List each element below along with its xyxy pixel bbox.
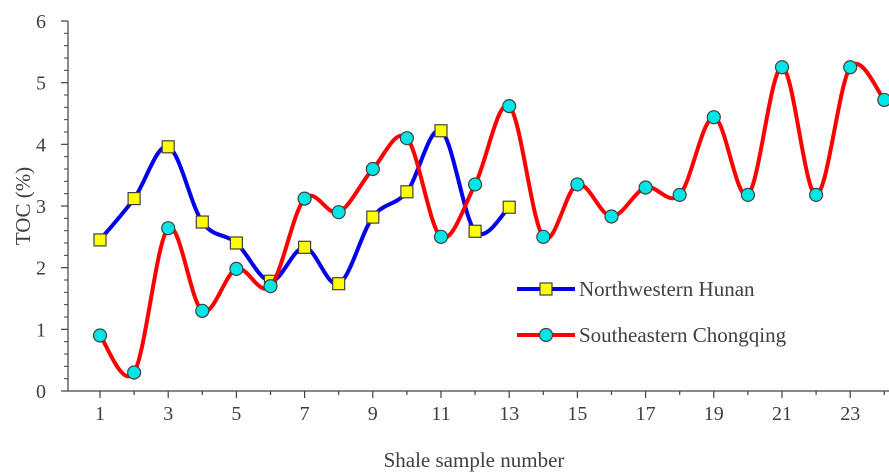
data-point (229, 261, 244, 276)
data-point (502, 98, 517, 114)
data-point (433, 229, 449, 244)
data-point (706, 110, 721, 125)
x-axis-ticks: 1 3 5 7 9 11 13 15 17 19 21 23 (95, 391, 885, 425)
data-point (263, 279, 278, 294)
series-layer (92, 60, 889, 380)
y-tick-label: 2 (36, 258, 46, 280)
data-point (298, 240, 312, 254)
x-tick-label: 1 (95, 403, 105, 425)
data-point (536, 229, 551, 244)
legend-item: Southeastern Chongqing (517, 323, 787, 347)
x-tick-label: 19 (704, 403, 724, 425)
legend-marker (539, 282, 553, 296)
x-tick-label: 7 (300, 403, 310, 425)
data-point (638, 180, 653, 195)
data-point (161, 140, 175, 154)
data-point (468, 177, 483, 192)
data-point (332, 277, 346, 291)
x-tick-label: 5 (231, 403, 241, 425)
data-point (570, 177, 585, 192)
x-axis-title: Shale sample number (384, 448, 565, 472)
data-point (604, 209, 619, 224)
data-point (127, 365, 142, 380)
legend-label: Northwestern Hunan (579, 277, 755, 301)
x-tick-label: 21 (772, 403, 792, 425)
x-tick-label: 15 (567, 403, 587, 425)
y-tick-label: 4 (36, 134, 46, 156)
data-point (399, 131, 414, 146)
legend: Northwestern Hunan Southeastern Chongqing (517, 277, 787, 347)
data-point (366, 210, 380, 224)
data-point (195, 215, 209, 229)
data-point (92, 328, 108, 343)
x-tick-label: 17 (636, 403, 656, 425)
x-tick-label: 23 (840, 403, 860, 425)
data-point (502, 200, 516, 214)
data-point (229, 236, 243, 250)
legend-label: Southeastern Chongqing (579, 323, 787, 347)
series-line (98, 128, 512, 286)
data-point (774, 60, 790, 75)
data-point (93, 233, 107, 247)
data-point (331, 205, 346, 220)
y-axis-title: TOC (%) (11, 167, 35, 245)
x-tick-label: 3 (163, 403, 173, 425)
data-point (297, 191, 312, 206)
y-tick-label: 5 (36, 73, 46, 95)
x-tick-label: 9 (368, 403, 378, 425)
data-point (365, 161, 380, 177)
data-point (877, 92, 889, 108)
data-point (400, 185, 414, 199)
data-point (808, 187, 824, 202)
data-point (434, 124, 448, 138)
y-tick-label: 0 (36, 381, 46, 403)
y-axis-ticks: 0 1 2 3 4 5 6 (36, 11, 68, 403)
x-tick-label: 11 (431, 403, 450, 425)
x-tick-label: 13 (499, 403, 519, 425)
data-point (672, 187, 687, 202)
y-tick-label: 1 (36, 319, 46, 341)
y-tick-label: 6 (36, 11, 46, 33)
data-point (468, 224, 482, 238)
series-southeastern-chongqing (92, 60, 889, 380)
legend-item: Northwestern Hunan (517, 277, 755, 301)
legend-marker (538, 327, 554, 343)
data-point (127, 192, 141, 206)
data-point (161, 221, 176, 236)
data-point (195, 303, 210, 318)
y-tick-label: 3 (36, 196, 46, 218)
data-point (740, 187, 756, 202)
data-point (843, 60, 858, 75)
